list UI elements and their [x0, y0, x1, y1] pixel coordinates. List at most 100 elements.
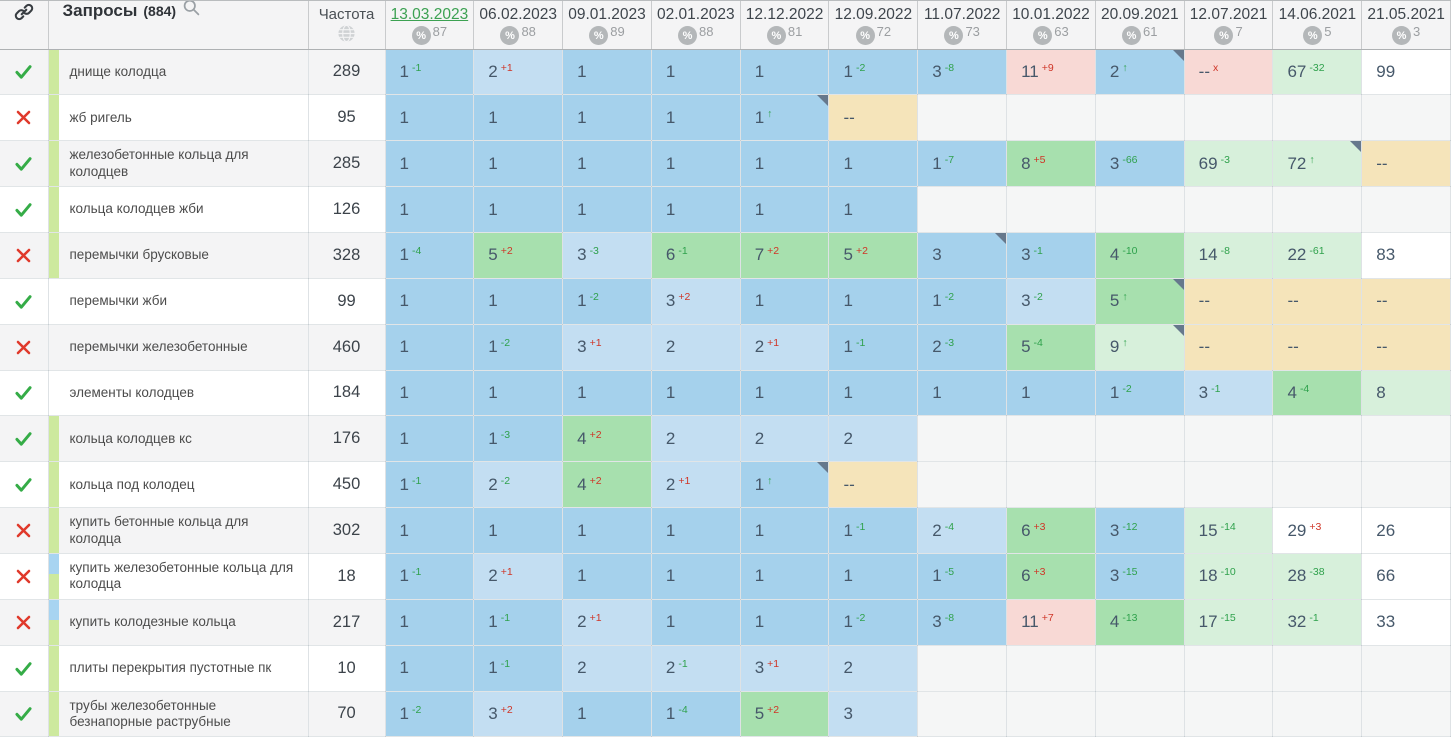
position-cell[interactable]: 1	[740, 507, 830, 554]
position-cell[interactable]: 1 -2	[1095, 370, 1185, 417]
position-cell[interactable]: 1	[1006, 370, 1096, 417]
position-cell[interactable]: 3 -1	[1184, 370, 1274, 417]
position-cell[interactable]: 29 +3	[1272, 507, 1363, 554]
position-cell[interactable]: --	[1272, 324, 1363, 371]
status-check-icon[interactable]	[0, 415, 49, 463]
position-cell[interactable]: --	[828, 94, 919, 142]
position-cell[interactable]: 1	[740, 278, 830, 325]
date-column-header-12.09.2022[interactable]: 12.09.2022% 72	[828, 1, 919, 50]
position-cell[interactable]: 1	[562, 507, 652, 554]
position-cell[interactable]: 1 -2	[828, 49, 919, 96]
position-cell[interactable]: 1 -1	[828, 507, 919, 554]
date-link[interactable]: 02.01.2023	[657, 6, 735, 23]
position-cell[interactable]: 5 +2	[473, 232, 564, 279]
position-cell[interactable]: 2 +1	[740, 324, 830, 371]
link-column-header[interactable]	[0, 1, 49, 50]
position-cell[interactable]: 1	[473, 507, 564, 554]
position-cell[interactable]: 6 +3	[1006, 507, 1096, 554]
date-link[interactable]: 09.01.2023	[568, 6, 646, 23]
position-cell[interactable]: 1	[385, 324, 475, 371]
position-cell[interactable]: 1	[473, 94, 564, 142]
position-cell[interactable]: 3 +2	[651, 278, 741, 325]
position-cell[interactable]: --	[1361, 140, 1451, 188]
position-cell[interactable]: 1	[828, 140, 919, 188]
position-cell[interactable]: 26	[1361, 507, 1451, 554]
status-cross-icon[interactable]	[0, 324, 49, 371]
date-column-header-20.09.2021[interactable]: 20.09.2021% 61	[1095, 1, 1185, 50]
position-cell[interactable]: 1	[651, 507, 741, 554]
position-cell[interactable]: 1	[740, 370, 830, 417]
position-cell[interactable]: 1	[740, 140, 830, 188]
position-cell[interactable]: 6 +3	[1006, 553, 1096, 600]
position-cell[interactable]: 1 -1	[385, 461, 475, 509]
position-cell[interactable]: 2 +1	[473, 553, 564, 600]
position-cell[interactable]: 1 -1	[385, 553, 475, 600]
position-cell[interactable]: 4 -10	[1095, 232, 1185, 279]
position-cell[interactable]: 3 -66	[1095, 140, 1185, 188]
position-cell[interactable]: 2 +1	[562, 599, 652, 646]
position-cell[interactable]: 5 ↑	[1095, 278, 1185, 325]
position-cell[interactable]: 1	[562, 370, 652, 417]
position-cell[interactable]: 1	[828, 553, 919, 600]
position-cell[interactable]: 3 -2	[1006, 278, 1096, 325]
date-link[interactable]: 11.07.2022	[923, 6, 1001, 23]
note-corner-marker[interactable]	[817, 462, 828, 474]
position-cell[interactable]: 1	[917, 370, 1008, 417]
position-cell[interactable]: 1	[740, 49, 830, 96]
position-cell[interactable]: 1	[562, 94, 652, 142]
query-text[interactable]: трубы железобетонные безнапорные раструб…	[69, 697, 231, 729]
position-cell[interactable]: 11 +7	[1006, 599, 1096, 646]
position-cell[interactable]: 1	[473, 186, 564, 233]
position-cell[interactable]: 6 -1	[651, 232, 741, 279]
position-cell[interactable]: 8 +5	[1006, 140, 1096, 188]
link-icon[interactable]	[0, 1, 47, 23]
position-cell[interactable]: 2 ↑	[1095, 49, 1185, 96]
position-cell[interactable]: 32 -1	[1272, 599, 1363, 646]
position-cell[interactable]: 1 -2	[473, 324, 564, 371]
position-cell[interactable]: 3 +1	[562, 324, 652, 371]
position-cell[interactable]: 11 +9	[1006, 49, 1096, 96]
note-corner-marker[interactable]	[1350, 141, 1361, 153]
query-text[interactable]: плиты перекрытия пустотные пк	[69, 660, 272, 675]
position-cell[interactable]: 1 -3	[473, 415, 564, 463]
status-check-icon[interactable]	[0, 140, 49, 188]
position-cell[interactable]: 1	[562, 691, 652, 737]
status-check-icon[interactable]	[0, 49, 49, 96]
position-cell[interactable]: 1	[651, 140, 741, 188]
position-cell[interactable]: 3 -3	[562, 232, 652, 279]
position-cell[interactable]: 28 -38	[1272, 553, 1363, 600]
position-cell[interactable]: 2 -3	[917, 324, 1008, 371]
position-cell[interactable]: 1 -1	[828, 324, 919, 371]
position-cell[interactable]: -- x	[1184, 49, 1274, 96]
position-cell[interactable]: 1	[385, 415, 475, 463]
date-column-header-12.07.2021[interactable]: 12.07.2021% 7	[1184, 1, 1274, 50]
position-cell[interactable]: 2 +1	[651, 461, 741, 509]
position-cell[interactable]: 3	[828, 691, 919, 737]
note-corner-marker[interactable]	[1172, 278, 1184, 290]
date-column-header-11.07.2022[interactable]: 11.07.2022% 73	[917, 1, 1008, 50]
position-cell[interactable]: 1	[473, 140, 564, 188]
position-cell[interactable]: 1	[740, 599, 830, 646]
query-text[interactable]: купить колодезные кольца	[69, 614, 236, 630]
date-link[interactable]: 13.03.2023	[390, 6, 469, 23]
position-cell[interactable]: 1	[562, 140, 652, 188]
position-cell[interactable]: 5 +2	[828, 232, 919, 279]
date-column-header-14.06.2021[interactable]: 14.06.2021% 5	[1272, 1, 1363, 50]
position-cell[interactable]: 1	[473, 370, 564, 417]
position-cell[interactable]: 1	[740, 553, 830, 600]
date-link[interactable]: 21.05.2021	[1367, 6, 1445, 23]
position-cell[interactable]: --	[1272, 278, 1363, 325]
query-text[interactable]: железобетонные кольца для колодцев	[69, 147, 249, 179]
position-cell[interactable]: 1 -5	[917, 553, 1008, 600]
position-cell[interactable]: --	[1361, 278, 1451, 325]
query-text[interactable]: кольца колодцев жби	[69, 201, 204, 217]
position-cell[interactable]: 1 -2	[385, 691, 475, 737]
date-column-header-10.01.2022[interactable]: 10.01.2022% 63	[1006, 1, 1096, 50]
position-cell[interactable]: 18 -10	[1184, 553, 1274, 600]
position-cell[interactable]: 3 +2	[473, 691, 564, 737]
position-cell[interactable]: 1	[385, 599, 475, 646]
position-cell[interactable]: 8	[1361, 370, 1451, 417]
position-cell[interactable]: 67 -32	[1272, 49, 1363, 96]
position-cell[interactable]: 1	[385, 140, 475, 188]
position-cell[interactable]: 1	[562, 49, 652, 96]
